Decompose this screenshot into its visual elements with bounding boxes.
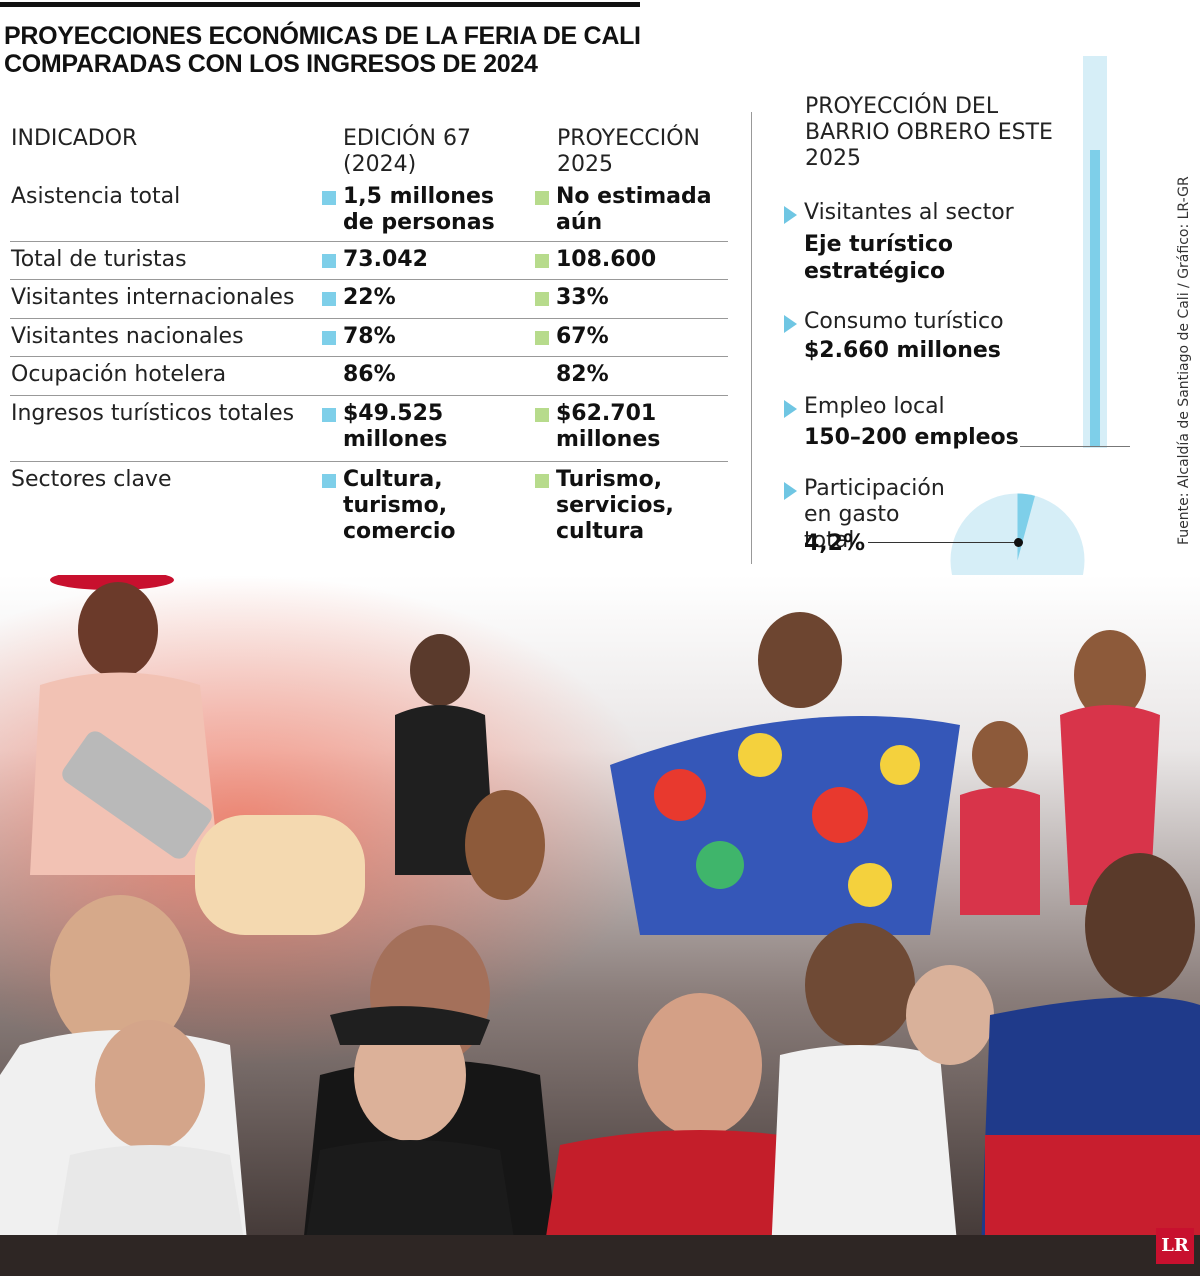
indicator-label: Visitantes internacionales	[11, 285, 295, 310]
sidebar-title: PROYECCIÓN DEL BARRIO OBRERO ESTE 2025	[805, 94, 1053, 171]
top-rule	[0, 2, 640, 7]
marker-2024-icon	[322, 191, 336, 205]
marker-2025-icon	[535, 474, 549, 488]
lr-logo: LR	[1156, 1228, 1194, 1264]
sidebar-item-label: Empleo local	[804, 394, 945, 419]
sidebar-item-value: $2.660 millones	[804, 338, 1001, 363]
header-indicator: INDICADOR	[11, 126, 138, 151]
row-divider	[10, 241, 728, 242]
marker-2024-icon	[322, 331, 336, 345]
infographic-title: PROYECCIONES ECONÓMICAS DE LA FERIA DE C…	[4, 22, 641, 78]
value-2025: 108.600	[556, 247, 657, 272]
marker-2025-icon	[535, 408, 549, 422]
value-2024: $49.525 millones	[343, 401, 448, 452]
header-2024: EDICIÓN 67 (2024)	[343, 126, 471, 177]
value-2024: Cultura, turismo, comercio	[343, 467, 456, 544]
source-credit: Fuente: Alcaldía de Santiago de Cali / G…	[1176, 176, 1192, 545]
value-2025: 82%	[556, 362, 609, 387]
value-2025: 67%	[556, 324, 609, 349]
value-2024: 1,5 millones de personas	[343, 184, 495, 235]
value-2024: 86%	[343, 362, 396, 387]
marker-2025-icon	[535, 254, 549, 268]
value-2024: 73.042	[343, 247, 428, 272]
festival-crowd-photo	[0, 575, 1200, 1276]
marker-2025-icon	[535, 191, 549, 205]
pie-leader-dot	[1014, 538, 1023, 547]
row-divider	[10, 318, 728, 319]
row-divider	[10, 279, 728, 280]
marker-2024-icon	[322, 292, 336, 306]
indicator-label: Total de turistas	[11, 247, 187, 272]
gauge-fill	[1090, 149, 1100, 446]
triangle-icon	[784, 315, 797, 333]
sidebar-item-value: Eje turístico estratégico	[804, 232, 954, 284]
indicator-label: Ingresos turísticos totales	[11, 401, 295, 426]
value-2024: 22%	[343, 285, 396, 310]
header-2025: PROYECCIÓN 2025	[557, 126, 700, 177]
sidebar-item-value: 4,2%	[804, 531, 866, 556]
marker-2024-icon	[322, 254, 336, 268]
marker-2024-icon	[322, 474, 336, 488]
row-divider	[10, 395, 728, 396]
sidebar-item-label: Participación en gasto total	[804, 476, 945, 553]
indicator-label: Visitantes nacionales	[11, 324, 244, 349]
marker-2025-icon	[535, 292, 549, 306]
indicator-label: Ocupación hotelera	[11, 362, 227, 387]
value-2024: 78%	[343, 324, 396, 349]
indicator-label: Asistencia total	[11, 184, 181, 209]
column-divider	[751, 112, 752, 564]
marker-2025-icon	[535, 331, 549, 345]
value-2025: Turismo, servicios, cultura	[556, 467, 674, 544]
row-divider	[10, 356, 728, 357]
value-2025: 33%	[556, 285, 609, 310]
sidebar-item-label: Visitantes al sector	[804, 200, 1014, 225]
value-2025: $62.701 millones	[556, 401, 661, 452]
crowd-illustration	[0, 575, 1200, 1276]
pie-leader-line	[868, 542, 1018, 543]
triangle-icon	[784, 206, 797, 224]
marker-2024-icon	[322, 408, 336, 422]
triangle-icon	[784, 482, 797, 500]
sidebar-item-value: 150–200 empleos	[804, 425, 1019, 450]
value-2025: No estimada aún	[556, 184, 712, 235]
sidebar-item-label: Consumo turístico	[804, 309, 1004, 334]
triangle-icon	[784, 400, 797, 418]
gauge-baseline	[1020, 446, 1130, 447]
indicator-label: Sectores clave	[11, 467, 172, 492]
row-divider	[10, 461, 728, 462]
